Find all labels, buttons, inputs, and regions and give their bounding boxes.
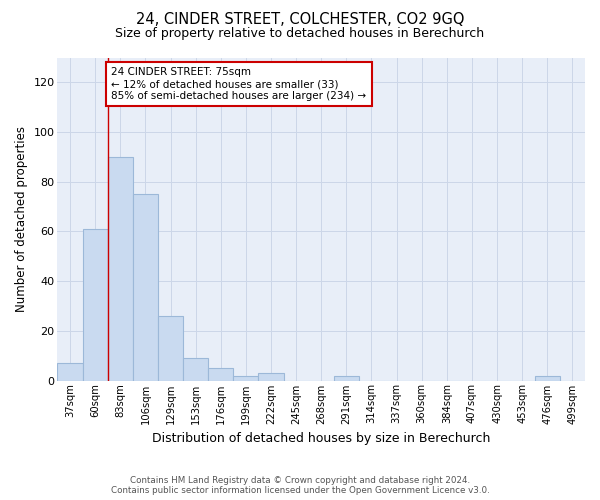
Y-axis label: Number of detached properties: Number of detached properties <box>15 126 28 312</box>
Bar <box>208 368 233 380</box>
Bar <box>158 316 183 380</box>
Bar <box>133 194 158 380</box>
Bar <box>183 358 208 380</box>
X-axis label: Distribution of detached houses by size in Berechurch: Distribution of detached houses by size … <box>152 432 490 445</box>
Bar <box>108 157 133 380</box>
Text: Size of property relative to detached houses in Berechurch: Size of property relative to detached ho… <box>115 28 485 40</box>
Bar <box>535 376 560 380</box>
Bar <box>233 376 259 380</box>
Bar <box>334 376 359 380</box>
Text: 24, CINDER STREET, COLCHESTER, CO2 9GQ: 24, CINDER STREET, COLCHESTER, CO2 9GQ <box>136 12 464 28</box>
Text: 24 CINDER STREET: 75sqm
← 12% of detached houses are smaller (33)
85% of semi-de: 24 CINDER STREET: 75sqm ← 12% of detache… <box>112 68 367 100</box>
Bar <box>83 229 108 380</box>
Bar <box>58 363 83 380</box>
Bar <box>259 373 284 380</box>
Text: Contains HM Land Registry data © Crown copyright and database right 2024.
Contai: Contains HM Land Registry data © Crown c… <box>110 476 490 495</box>
